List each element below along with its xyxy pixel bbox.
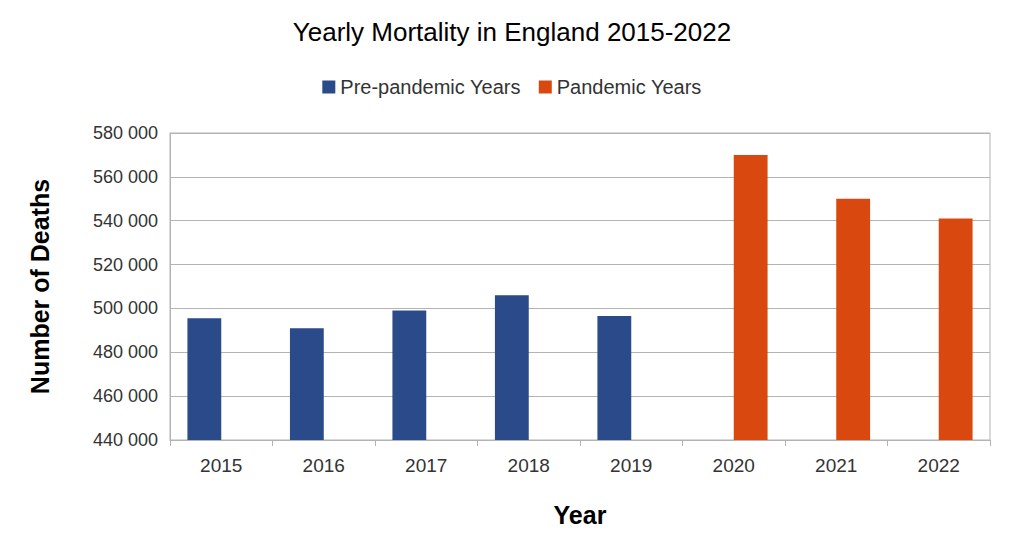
- svg-text:2018: 2018: [508, 455, 550, 476]
- svg-text:580 000: 580 000: [93, 123, 158, 143]
- svg-text:2015: 2015: [200, 455, 242, 476]
- svg-text:2017: 2017: [405, 455, 447, 476]
- svg-text:2022: 2022: [918, 455, 960, 476]
- svg-text:500 000: 500 000: [93, 298, 158, 318]
- svg-text:Pre-pandemic Years: Pre-pandemic Years: [340, 76, 520, 98]
- svg-text:560 000: 560 000: [93, 167, 158, 187]
- svg-text:2020: 2020: [713, 455, 755, 476]
- svg-text:2021: 2021: [815, 455, 857, 476]
- svg-text:Number of Deaths: Number of Deaths: [26, 179, 54, 394]
- svg-text:520 000: 520 000: [93, 255, 158, 275]
- svg-text:2019: 2019: [610, 455, 652, 476]
- svg-text:480 000: 480 000: [93, 342, 158, 362]
- svg-text:440 000: 440 000: [93, 430, 158, 450]
- svg-text:Pandemic Years: Pandemic Years: [557, 76, 702, 98]
- svg-text:Year: Year: [554, 501, 607, 529]
- svg-text:Yearly Mortality in England 20: Yearly Mortality in England 2015-2022: [293, 17, 731, 47]
- svg-text:460 000: 460 000: [93, 386, 158, 406]
- svg-text:540 000: 540 000: [93, 211, 158, 231]
- svg-text:2016: 2016: [303, 455, 345, 476]
